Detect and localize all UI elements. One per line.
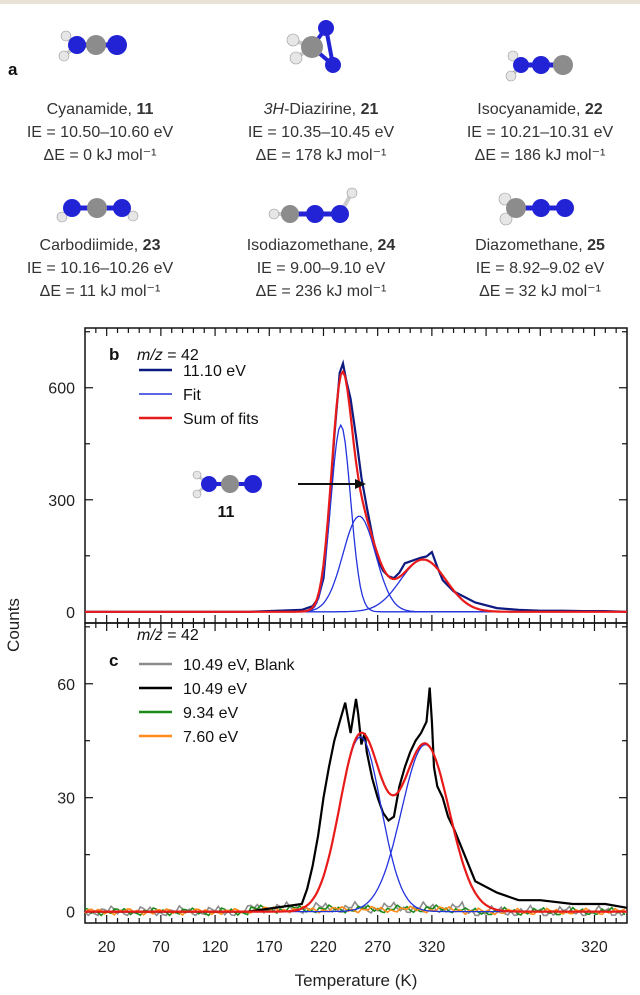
x-tick-label: 320 [419,939,446,956]
series-data-c [85,687,628,913]
molecule-24-name: Isodiazomethane, 24 [247,237,396,254]
molecule-11-model [58,30,127,62]
panel-c-frame [84,622,628,924]
molecule-11-ie: IE = 10.50–10.60 eV [27,124,174,141]
panel-c-mz: m/z = 42 [137,627,199,644]
x-tick-label: 120 [202,939,229,956]
legend-11-10ev-label: 11.10 eV [183,363,246,380]
molecule-24-ie: IE = 9.00–9.10 eV [257,260,386,277]
fit-curve-b-1 [85,515,627,613]
y-tick-label-b: 600 [48,381,75,398]
panel-b-mz: m/z = 42 [137,347,199,364]
x-tick-label: 220 [310,939,337,956]
molecule-11-de: ΔE = 0 kJ mol⁻¹ [44,147,157,164]
y-tick-label-c: 60 [57,677,75,694]
panel-c-ticks [85,623,627,923]
y-axis-title: Counts [4,598,23,652]
molecule-21-ie: IE = 10.35–10.45 eV [248,124,395,141]
panel-c: c m/z = 42 0 30 60 10.49 eV, Blank 10.49 e… [57,622,628,924]
molecule-25-model [498,192,574,226]
molecule-22-de: ΔE = 186 kJ mol⁻¹ [475,147,606,164]
molecule-23-ie: IE = 10.16–10.26 eV [27,260,174,277]
x-tick-label: 70 [152,939,170,956]
molecule-23-model [56,198,139,223]
panel-b-molecule-11 [192,470,262,499]
molecule-25-de: ΔE = 32 kJ mol⁻¹ [479,283,601,300]
panel-b-series [85,359,628,613]
molecule-23-name: Carbodiimide, 23 [40,237,161,254]
panel-b-y-tick-labels: 0 300 600 [48,381,75,622]
molecule-21-model [286,20,341,73]
legend-blank-label: 10.49 eV, Blank [183,657,296,674]
x-tick-label: 170 [256,939,283,956]
panel-b-ticks [85,328,627,623]
molecule-22-ie: IE = 10.21–10.31 eV [467,124,614,141]
panel-b: b m/z = 42 0 300 600 11.10 eV Fit Sum of f… [48,327,628,624]
sum-of-fits-c [85,731,627,913]
molecule-24-model [268,187,358,223]
panel-a-label: a [8,60,18,79]
panel-c-series [84,687,628,917]
molecule-11-name: Cyanamide, 11 [47,101,154,118]
molecule-22-model [505,50,573,82]
y-tick-label-b: 300 [48,493,75,510]
x-axis-title: Temperature (K) [295,971,418,990]
top-border [0,0,640,4]
x-tick-label: 320 [581,939,608,956]
fit-curve-c-0 [85,736,627,913]
legend-fit-label: Fit [183,387,201,404]
molecule-24-de: ΔE = 236 kJ mol⁻¹ [256,283,387,300]
molecule-21-name: 3H-Diazirine, 21 [264,101,379,118]
legend-1049-label: 10.49 eV [183,681,247,698]
molecule-22-name: Isocyanamide, 22 [477,101,603,118]
fit-curve-c-1 [85,743,627,913]
legend-sum-label: Sum of fits [183,411,259,428]
molecule-23-de: ΔE = 11 kJ mol⁻¹ [40,283,161,300]
molecule-25-name: Diazomethane, 25 [475,237,605,254]
fit-curve-b-2 [85,558,627,613]
y-tick-label-c: 0 [66,905,75,922]
panel-b-frame [84,327,628,624]
panel-c-label: c [109,651,118,670]
legend-934-label: 9.34 eV [183,705,238,722]
legend-760-label: 7.60 eV [183,729,238,746]
panel-c-y-tick-labels: 0 30 60 [57,677,75,922]
panel-b-arrow [298,479,366,489]
x-tick-label: 20 [98,939,116,956]
x-tick-labels: 20 70 120 170 220 270 320 320 [98,939,608,956]
molecule-25-ie: IE = 8.92–9.02 eV [476,260,605,277]
sum-of-fits-b [85,369,627,613]
x-tick-label: 270 [364,939,391,956]
molecule-21-de: ΔE = 178 kJ mol⁻¹ [256,147,387,164]
y-tick-label-c: 30 [57,791,75,808]
panel-b-molecule-label: 11 [218,504,235,521]
panel-b-label: b [109,345,119,364]
y-tick-label-b: 0 [66,605,75,622]
